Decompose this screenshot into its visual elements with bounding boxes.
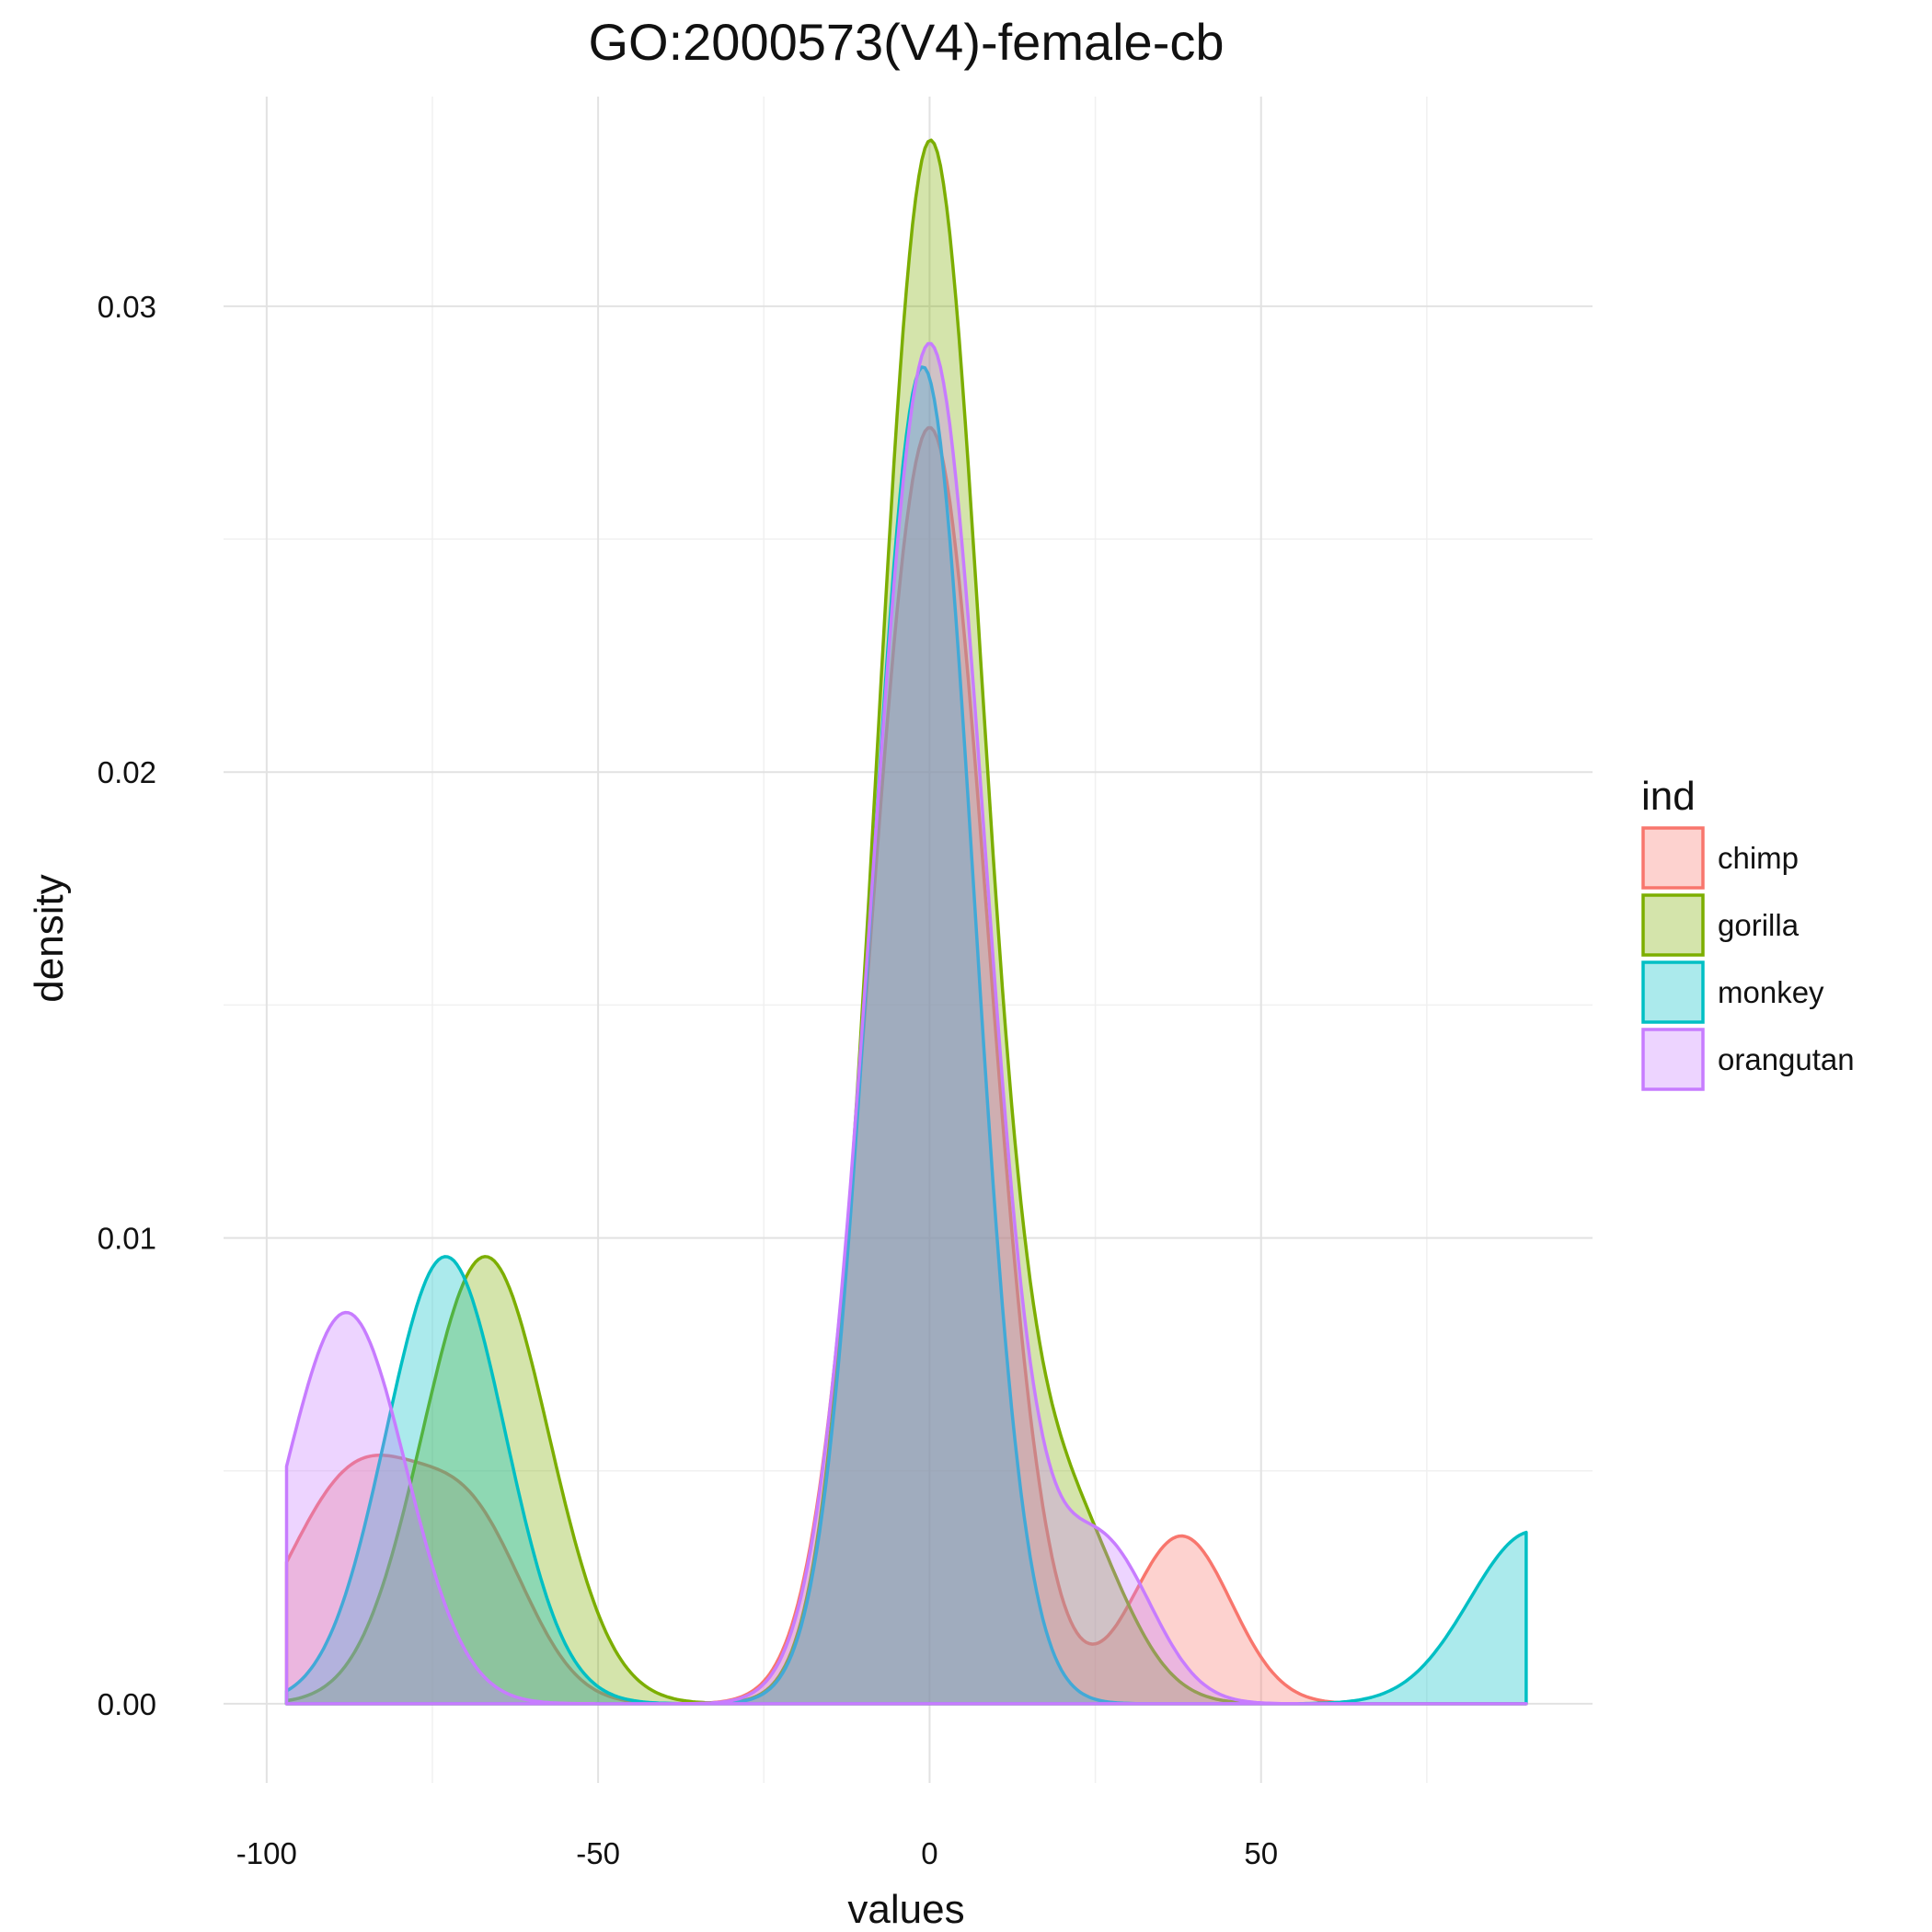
x-tick-label: -50 <box>576 1836 620 1870</box>
y-axis-ticks: 0.00 0.01 0.02 0.03 <box>98 290 156 1721</box>
legend-label-orangutan: orangutan <box>1718 1042 1855 1076</box>
legend-title: ind <box>1641 774 1696 819</box>
legend-key-orangutan <box>1641 1028 1705 1091</box>
chart-title: GO:2000573(V4)-female-cb <box>588 13 1224 71</box>
density-orangutan <box>284 341 1528 1706</box>
legend-label-gorilla: gorilla <box>1718 908 1800 942</box>
x-tick-label: -100 <box>236 1836 297 1870</box>
x-axis-title: values <box>847 1887 964 1932</box>
y-tick-label: 0.00 <box>98 1687 156 1721</box>
y-axis-title: density <box>27 874 72 1002</box>
legend-key-monkey <box>1641 960 1705 1024</box>
legend-label-chimp: chimp <box>1718 841 1799 875</box>
legend-key-chimp <box>1641 826 1705 890</box>
y-tick-label: 0.02 <box>98 755 156 789</box>
y-tick-label: 0.03 <box>98 290 156 324</box>
legend-label-monkey: monkey <box>1718 975 1824 1009</box>
density-chimp <box>284 426 1528 1706</box>
y-tick-label: 0.01 <box>98 1222 156 1256</box>
legend: ind chimp gorilla monkey orangutan <box>1641 774 1855 1091</box>
x-tick-label: 50 <box>1244 1836 1278 1870</box>
legend-key-gorilla <box>1641 893 1705 957</box>
x-axis-ticks: -100 -50 0 50 <box>236 1836 1278 1870</box>
density-series <box>284 138 1528 1706</box>
x-tick-label: 0 <box>921 1836 937 1870</box>
